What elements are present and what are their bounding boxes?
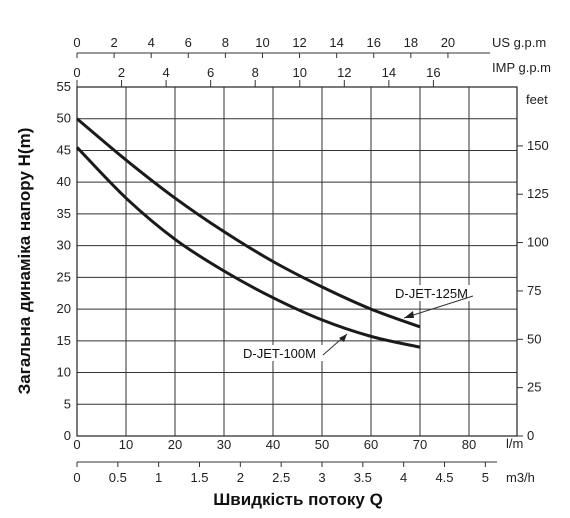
us-gpm-tick-label: 16 [367, 35, 381, 50]
m3h-tick-label: 3 [318, 470, 325, 485]
feet-unit-label: feet [526, 92, 548, 107]
us-gpm-tick-label: 12 [292, 35, 306, 50]
lpm-tick-label: 10 [119, 437, 133, 452]
imp-gpm-tick-label: 10 [293, 65, 307, 80]
feet-tick-label: 100 [527, 235, 549, 250]
d-jet-125m-label: D-JET-125M [395, 286, 468, 301]
d-jet-100m-arrowhead [339, 334, 347, 342]
feet-tick-label: 75 [527, 283, 541, 298]
feet-tick-label: 125 [527, 186, 549, 201]
x-axis-title: Швидкість потоку Q [213, 490, 383, 509]
us-gpm-tick-label: 14 [329, 35, 343, 50]
y-tick-label: 0 [64, 428, 71, 443]
lpm-unit-label: l/m [506, 436, 523, 451]
imp-gpm-tick-label: 8 [252, 65, 259, 80]
imp-gpm-tick-label: 6 [207, 65, 214, 80]
lpm-tick-label: 60 [364, 437, 378, 452]
m3h-tick-label: 1 [155, 470, 162, 485]
lpm-tick-label: 80 [462, 437, 476, 452]
y-tick-label: 40 [57, 174, 71, 189]
m3h-tick-label: 2 [237, 470, 244, 485]
us-gpm-tick-label: 20 [441, 35, 455, 50]
us-gpm-tick-label: 18 [404, 35, 418, 50]
y-tick-label: 15 [57, 333, 71, 348]
y-tick-label: 30 [57, 238, 71, 253]
y-tick-label: 35 [57, 206, 71, 221]
lpm-tick-label: 40 [266, 437, 280, 452]
m3h-tick-label: 4 [400, 470, 407, 485]
y-tick-label: 55 [57, 79, 71, 94]
d-jet-125m-curve [76, 117, 421, 329]
m3h-tick-label: 3.5 [354, 470, 372, 485]
m3h-tick-label: 1.5 [190, 470, 208, 485]
d-jet-125m-label-box [393, 285, 473, 301]
m3h-tick-label: 5 [482, 470, 489, 485]
m3h-tick-label: 0.5 [109, 470, 127, 485]
us-gpm-tick-label: 2 [110, 35, 117, 50]
m3h-tick-label: 0 [73, 470, 80, 485]
lpm-tick-label: 50 [315, 437, 329, 452]
us-gpm-tick-label: 6 [185, 35, 192, 50]
lpm-tick-label: 20 [168, 437, 182, 452]
us-gpm-tick-label: 8 [222, 35, 229, 50]
d-jet-125m-leader [403, 295, 474, 319]
curves [75, 117, 421, 349]
imp-gpm-tick-label: 14 [382, 65, 396, 80]
plot-frame [76, 86, 518, 437]
d-jet-100m-curve [75, 146, 421, 349]
grid-lines [77, 87, 517, 436]
y-tick-label: 25 [57, 269, 71, 284]
y-tick-label: 5 [64, 396, 71, 411]
us-gpm-unit-label: US g.p.m [492, 35, 546, 50]
imp-gpm-tick-label: 4 [162, 65, 169, 80]
m3h-tick-label: 2.5 [272, 470, 290, 485]
d-jet-100m-label-box [241, 345, 323, 361]
lpm-tick-label: 30 [217, 437, 231, 452]
imp-gpm-tick-label: 12 [337, 65, 351, 80]
imp-gpm-tick-label: 16 [426, 65, 440, 80]
us-gpm-tick-label: 4 [148, 35, 155, 50]
y-tick-label: 45 [57, 142, 71, 157]
imp-gpm-unit-label: IMP g.p.m [492, 60, 551, 75]
us-gpm-tick-label: 0 [73, 35, 80, 50]
y-axis-title: Загальна динаміка напору H(m) [15, 128, 34, 395]
imp-gpm-tick-label: 2 [118, 65, 125, 80]
m3h-tick-label: 4.5 [435, 470, 453, 485]
y-tick-label: 50 [57, 111, 71, 126]
us-gpm-tick-label: 10 [255, 35, 269, 50]
feet-tick-label: 25 [527, 380, 541, 395]
lpm-tick-label: 70 [413, 437, 427, 452]
m3h-unit-label: m3/h [506, 470, 535, 485]
lpm-tick-label: 0 [73, 437, 80, 452]
feet-tick-label: 0 [527, 428, 534, 443]
feet-tick-label: 150 [527, 138, 549, 153]
feet-tick-label: 50 [527, 331, 541, 346]
imp-gpm-tick-label: 0 [73, 65, 80, 80]
y-tick-label: 20 [57, 301, 71, 316]
y-tick-label: 10 [57, 365, 71, 380]
d-jet-125m-arrowhead [404, 311, 414, 318]
d-jet-100m-label: D-JET-100M [243, 346, 316, 361]
